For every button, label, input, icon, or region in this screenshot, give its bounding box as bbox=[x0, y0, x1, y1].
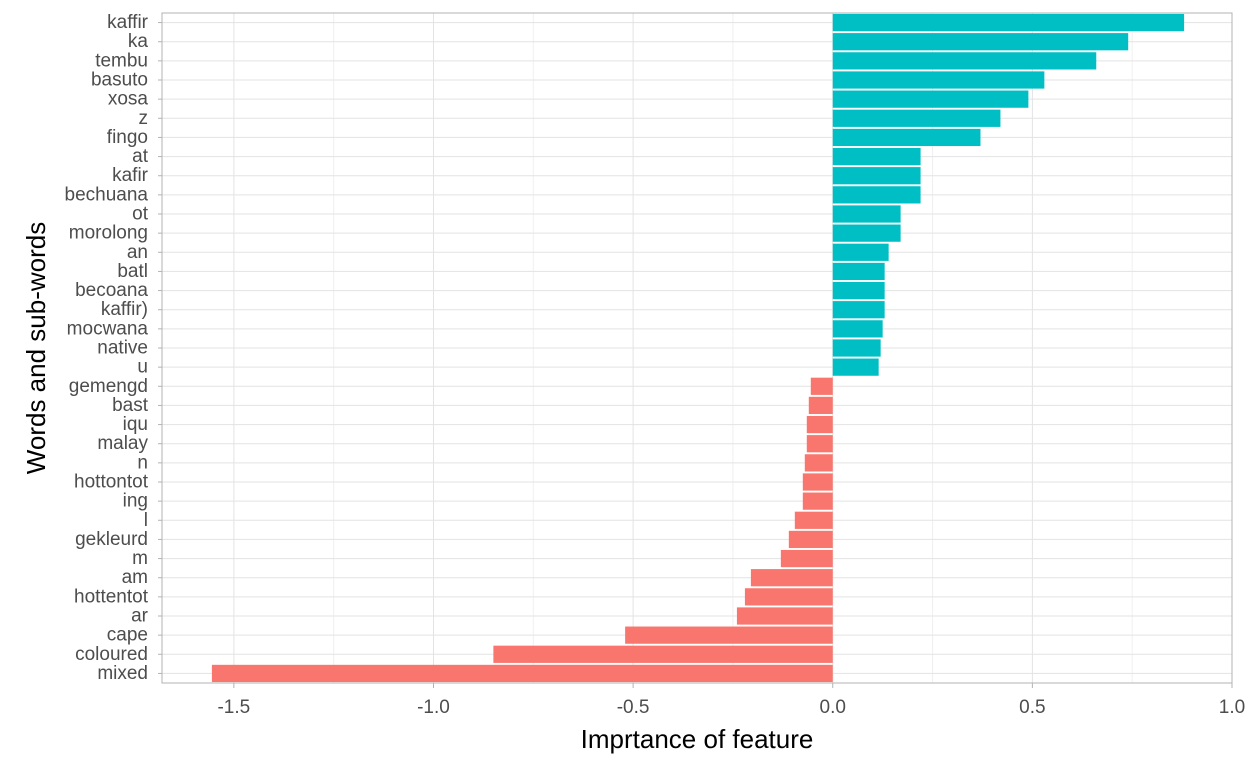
y-tick-label: hottontot bbox=[74, 472, 149, 493]
x-tick-label: 0.0 bbox=[820, 697, 846, 718]
y-tick-label: cape bbox=[107, 625, 148, 646]
y-tick-label: iqu bbox=[123, 414, 148, 435]
y-tick-label: xosa bbox=[108, 89, 149, 110]
bar-bast bbox=[808, 396, 833, 415]
bar-hottontot bbox=[802, 473, 833, 491]
bar-mocwana bbox=[832, 320, 883, 338]
y-tick-label: ar bbox=[131, 606, 149, 627]
y-tick-label: bechuana bbox=[65, 184, 149, 205]
y-tick-label: at bbox=[132, 146, 149, 167]
bar-u bbox=[832, 358, 879, 376]
y-tick-label: basuto bbox=[91, 70, 148, 91]
bar-kaffir bbox=[832, 301, 885, 319]
bar-m bbox=[780, 549, 833, 568]
y-tick-label: z bbox=[139, 108, 149, 129]
y-tick-label: malay bbox=[97, 433, 148, 454]
y-tick-label: am bbox=[122, 567, 148, 588]
bar-mixed bbox=[211, 664, 833, 683]
x-tick-label: 0.5 bbox=[1019, 697, 1045, 718]
bar-tembu bbox=[832, 52, 1097, 70]
bar-cape bbox=[625, 626, 833, 644]
y-tick-label: n bbox=[137, 452, 148, 473]
y-tick-label: kaffir) bbox=[101, 299, 148, 320]
y-tick-label: u bbox=[137, 357, 148, 378]
bars bbox=[211, 13, 1185, 683]
bar-native bbox=[832, 339, 881, 357]
bar-fingo bbox=[832, 128, 981, 147]
bar-kafir bbox=[832, 167, 921, 185]
y-tick-label: gekleurd bbox=[75, 529, 148, 550]
y-tick-label: coloured bbox=[75, 644, 148, 665]
bar-xosa bbox=[832, 90, 1029, 108]
bar-an bbox=[832, 243, 889, 261]
y-tick-label: mixed bbox=[97, 663, 148, 684]
y-tick-label: m bbox=[132, 548, 148, 569]
bar-at bbox=[832, 147, 921, 166]
x-tick-label: -1.5 bbox=[217, 697, 250, 718]
y-tick-label: morolong bbox=[69, 223, 148, 244]
y-tick-label: mocwana bbox=[67, 318, 149, 339]
bar-ing bbox=[802, 492, 833, 510]
x-tick-label: -0.5 bbox=[617, 697, 650, 718]
bar-malay bbox=[806, 435, 833, 453]
y-tick-label: bast bbox=[112, 395, 149, 416]
bar-kaffir bbox=[832, 13, 1185, 32]
bar-coloured bbox=[493, 645, 833, 663]
y-tick-label: kafir bbox=[112, 165, 149, 186]
bar-z bbox=[832, 109, 1001, 127]
bar-l bbox=[794, 511, 833, 529]
bar-ot bbox=[832, 205, 901, 223]
bar-bechuana bbox=[832, 186, 921, 204]
y-tick-label: tembu bbox=[95, 50, 148, 71]
bar-iqu bbox=[806, 415, 833, 434]
x-axis-title: Imprtance of feature bbox=[581, 724, 814, 754]
bar-am bbox=[750, 569, 833, 587]
y-tick-label: ot bbox=[132, 204, 149, 225]
y-tick-label: fingo bbox=[107, 127, 148, 148]
bar-becoana bbox=[832, 281, 885, 300]
bar-gemengd bbox=[810, 377, 833, 395]
bar-morolong bbox=[832, 224, 901, 242]
y-tick-label: becoana bbox=[75, 280, 148, 301]
bar-batl bbox=[832, 262, 885, 281]
x-axis-ticks: -1.5 -1.0 -0.5 0.0 0.5 1.0 bbox=[217, 683, 1245, 718]
y-tick-label: kaffir bbox=[107, 12, 149, 33]
y-tick-label: l bbox=[144, 510, 148, 531]
bar-basuto bbox=[832, 71, 1045, 89]
bar-hottentot bbox=[744, 588, 833, 606]
y-tick-label: hottentot bbox=[74, 586, 149, 607]
y-tick-label: gemengd bbox=[69, 376, 148, 397]
y-tick-label: ka bbox=[128, 31, 149, 52]
bar-ar bbox=[736, 607, 833, 625]
bar-n bbox=[804, 454, 833, 472]
y-tick-label: an bbox=[127, 242, 148, 263]
x-tick-label: 1.0 bbox=[1219, 697, 1245, 718]
y-tick-label: batl bbox=[117, 261, 148, 282]
y-axis-ticks: kaffirkatembubasutoxosazfingoatkafirbech… bbox=[65, 12, 162, 684]
y-axis-title: Words and sub-words bbox=[21, 222, 51, 474]
y-tick-label: native bbox=[97, 338, 148, 359]
y-tick-label: ing bbox=[123, 491, 148, 512]
bar-ka bbox=[832, 33, 1129, 51]
bar-gekleurd bbox=[788, 530, 833, 549]
x-tick-label: -1.0 bbox=[417, 697, 450, 718]
